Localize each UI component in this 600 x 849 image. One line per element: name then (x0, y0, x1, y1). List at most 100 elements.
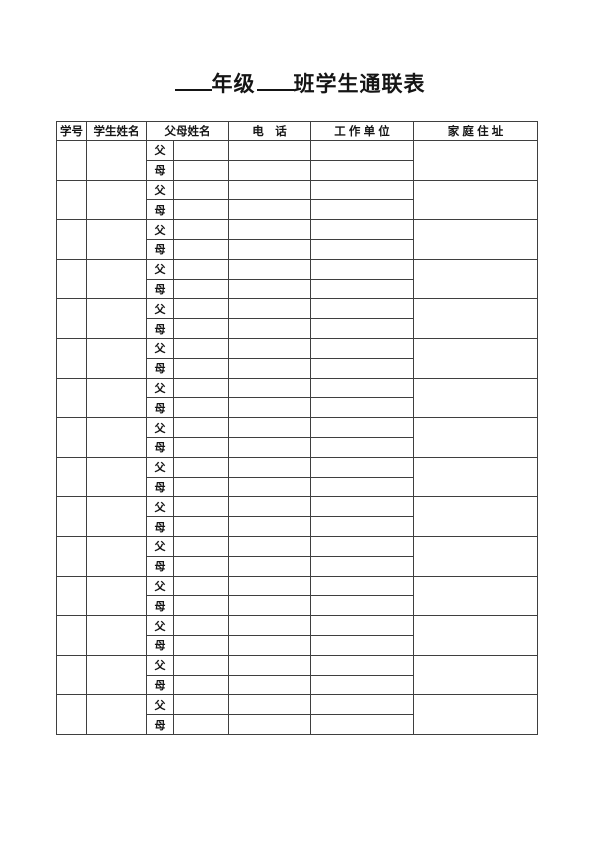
title-suffix: 班学生通联表 (293, 72, 426, 96)
home-address-cell (413, 456, 538, 498)
father-phone-cell (228, 615, 311, 636)
mother-phone-cell (228, 595, 311, 617)
mother-work-unit-cell (310, 476, 414, 498)
father-work-unit-cell (310, 179, 414, 201)
father-work-unit-cell (310, 417, 414, 438)
home-address-cell (413, 298, 538, 339)
mother-work-unit-cell (310, 357, 414, 379)
student-id-cell (56, 298, 87, 339)
student-name-cell (86, 337, 147, 379)
header-phone: 电 话 (228, 121, 311, 141)
mother-work-unit-cell (310, 714, 414, 735)
mother-name-cell (173, 714, 229, 735)
father-name-cell (173, 575, 229, 597)
student-row-father: 父 (56, 140, 538, 181)
mother-phone-cell (228, 357, 311, 379)
student-row-father: 父 (56, 496, 538, 537)
mother-name-cell (173, 476, 229, 498)
mother-label: 母 (146, 397, 174, 419)
student-id-cell (56, 456, 87, 498)
father-phone-cell (228, 337, 311, 359)
mother-phone-cell (228, 278, 311, 300)
home-address-cell (413, 377, 538, 419)
father-work-unit-cell (310, 337, 414, 359)
mother-name-cell (173, 595, 229, 617)
student-id-cell (56, 258, 87, 300)
mother-name-cell (173, 634, 229, 656)
student-name-cell (86, 654, 147, 696)
mother-work-unit-cell (310, 516, 414, 537)
father-label: 父 (146, 615, 174, 636)
mother-label: 母 (146, 714, 174, 735)
father-phone-cell (228, 575, 311, 597)
mother-name-cell (173, 357, 229, 379)
father-phone-cell (228, 456, 311, 478)
mother-work-unit-cell (310, 278, 414, 300)
father-label: 父 (146, 654, 174, 676)
student-row-father: 父 (56, 219, 538, 260)
student-row-father: 父 (56, 654, 538, 696)
father-phone-cell (228, 654, 311, 676)
mother-name-cell (173, 159, 229, 181)
father-work-unit-cell (310, 694, 414, 716)
mother-name-cell (173, 436, 229, 458)
mother-label: 母 (146, 555, 174, 577)
student-id-cell (56, 694, 87, 735)
father-work-unit-cell (310, 219, 414, 240)
father-name-cell (173, 258, 229, 280)
mother-work-unit-cell (310, 159, 414, 181)
table-container: 学号 学生姓名 父母姓名 电 话 工 作 单 位 家 庭 住 址 父 母 父 (56, 121, 538, 735)
mother-label: 母 (146, 199, 174, 221)
father-name-cell (173, 417, 229, 438)
student-row-mother: 母 (57, 714, 538, 735)
student-id-cell (56, 179, 87, 221)
mother-label: 母 (146, 516, 174, 537)
father-name-cell (173, 615, 229, 636)
mother-phone-cell (228, 634, 311, 656)
father-label: 父 (146, 694, 174, 716)
student-row-mother: 母 (57, 436, 538, 458)
home-address-cell (413, 258, 538, 300)
home-address-cell (413, 615, 538, 656)
mother-label: 母 (146, 674, 174, 696)
father-name-cell (173, 377, 229, 399)
home-address-cell (413, 140, 538, 181)
mother-name-cell (173, 318, 229, 339)
student-id-cell (56, 535, 87, 577)
mother-phone-cell (228, 714, 311, 735)
student-name-cell (86, 694, 147, 735)
student-name-cell (86, 575, 147, 617)
father-phone-cell (228, 258, 311, 280)
father-label: 父 (146, 456, 174, 478)
student-row-father: 父 (56, 615, 538, 656)
header-student-id: 学号 (56, 121, 87, 141)
mother-work-unit-cell (310, 397, 414, 419)
header-row: 学号 学生姓名 父母姓名 电 话 工 作 单 位 家 庭 住 址 (56, 121, 538, 141)
father-phone-cell (228, 417, 311, 438)
father-phone-cell (228, 377, 311, 399)
student-name-cell (86, 535, 147, 577)
student-row-father: 父 (56, 377, 538, 419)
student-name-cell (86, 377, 147, 419)
page-title: 年级 班学生通联表 (0, 70, 600, 98)
mother-phone-cell (228, 318, 311, 339)
home-address-cell (413, 417, 538, 458)
student-id-cell (56, 140, 87, 181)
mother-label: 母 (146, 159, 174, 181)
father-work-unit-cell (310, 456, 414, 478)
student-row-mother: 母 (57, 199, 538, 221)
mother-phone-cell (228, 397, 311, 419)
mother-name-cell (173, 278, 229, 300)
mother-work-unit-cell (310, 634, 414, 656)
mother-label: 母 (146, 476, 174, 498)
father-work-unit-cell (310, 496, 414, 518)
father-work-unit-cell (310, 575, 414, 597)
home-address-cell (413, 219, 538, 260)
father-name-cell (173, 219, 229, 240)
father-name-cell (173, 694, 229, 716)
father-label: 父 (146, 298, 174, 320)
student-row-father: 父 (56, 535, 538, 577)
father-label: 父 (146, 179, 174, 201)
father-label: 父 (146, 417, 174, 438)
